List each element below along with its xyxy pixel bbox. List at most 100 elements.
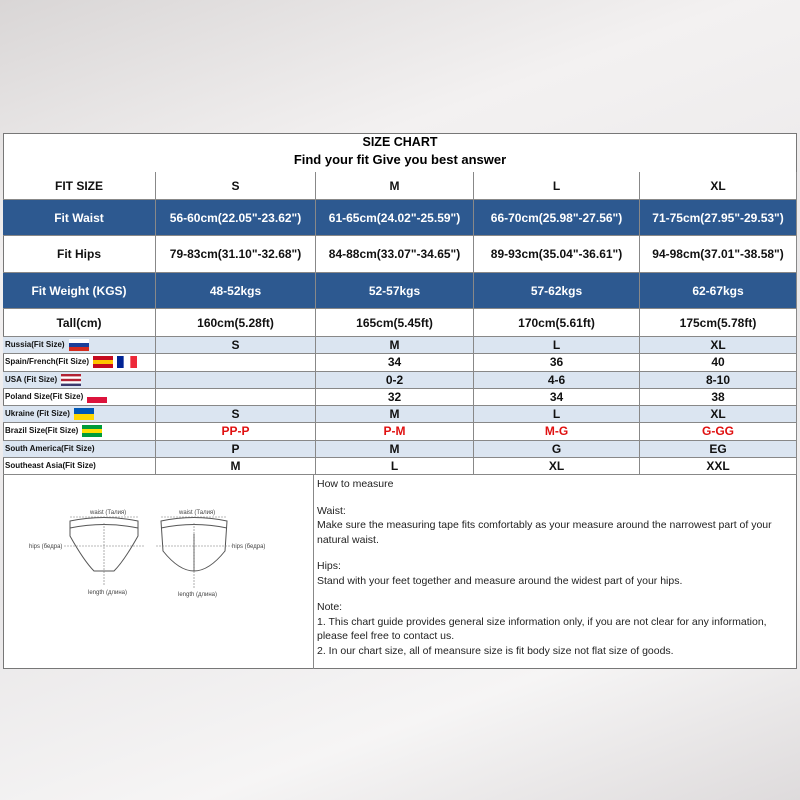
empty-cell — [156, 354, 316, 372]
country-size: M — [316, 337, 474, 355]
size-header: M — [316, 172, 474, 200]
country-label: South America(Fit Size) — [3, 440, 156, 458]
panty-front — [69, 517, 139, 572]
country-label: Ukraine (Fit Size) — [3, 406, 156, 424]
country-size: S — [156, 406, 316, 424]
country-size: S — [156, 337, 316, 355]
flag — [87, 390, 108, 403]
size-value: 160cm(5.28ft) — [156, 309, 316, 337]
country-size: 8-10 — [640, 371, 797, 389]
country-size: XXL — [640, 457, 797, 475]
size-value: 62-67kgs — [640, 273, 797, 309]
diagram-label: waist (Талия) — [89, 510, 126, 516]
flag-stripe — [61, 380, 82, 384]
notes-text: Stand with your feet together and measur… — [317, 574, 683, 587]
country-size: 0-2 — [316, 371, 474, 389]
flag-stripe — [82, 429, 103, 434]
flag-stripe — [68, 339, 89, 344]
country-label: Russia(Fit Size) — [3, 337, 156, 355]
flag-stripe — [93, 360, 114, 365]
size-header: XL — [640, 172, 797, 200]
flag-stripe — [123, 356, 131, 369]
country-size: XL — [474, 457, 640, 475]
country-size: M — [156, 457, 316, 475]
country-size: G — [474, 440, 640, 458]
row-label: Tall(cm) — [3, 309, 156, 337]
flag-stripe — [68, 343, 89, 348]
flag-stripe — [130, 356, 138, 369]
flag-stripe — [82, 433, 103, 438]
empty-cell — [156, 388, 316, 406]
country-size: PP-P — [156, 423, 316, 441]
country-size: P-M — [316, 423, 474, 441]
country-label: USA (Fit Size) — [3, 371, 156, 389]
diagram-label: length (длина) — [178, 592, 217, 598]
country-name: Russia(Fit Size) — [5, 340, 65, 350]
notes-text: Make sure the measuring tape fits comfor… — [317, 519, 772, 546]
country-name: Poland Size(Fit Size) — [5, 391, 84, 401]
subtitle: Find your fit Give you best answer — [293, 152, 507, 167]
diagram-label: waist (Талия) — [178, 510, 215, 516]
country-name: Ukraine (Fit Size) — [5, 409, 70, 419]
size-value: 175cm(5.78ft) — [640, 309, 797, 337]
flag-stripe — [61, 373, 82, 377]
flag-stripe — [61, 383, 82, 386]
flag — [93, 356, 114, 369]
country-label: Brazil Size(Fit Size) — [3, 423, 156, 441]
country-size: L — [474, 337, 640, 355]
size-value: 57-62kgs — [474, 273, 640, 309]
flag-stripe — [93, 364, 114, 369]
size-header: L — [474, 172, 640, 200]
country-size: L — [316, 457, 474, 475]
flag-stripe — [73, 408, 94, 415]
notes-text: 2. In our chart size, all of meansure si… — [317, 644, 674, 657]
country-size: XL — [640, 406, 797, 424]
measure-diagram: waist (Талия) hips (бедра) length (длина… — [29, 510, 265, 598]
flag — [73, 408, 94, 421]
size-header: S — [156, 172, 316, 200]
country-size: P — [156, 440, 316, 458]
country-name: USA (Fit Size) — [5, 374, 58, 384]
row-label: Fit Weight (KGS) — [3, 273, 156, 309]
flag-stripe — [87, 396, 108, 403]
country-name: Spain/French(Fit Size) — [5, 357, 90, 367]
flag-stripe — [82, 425, 103, 430]
notes-subtitle: Note: — [317, 601, 343, 613]
country-size: G-GG — [640, 423, 797, 441]
country-size: 32 — [316, 388, 474, 406]
country-size: XL — [640, 337, 797, 355]
country-size: 4-6 — [474, 371, 640, 389]
flag-stripe — [87, 390, 108, 398]
size-value: 84-88cm(33.07"-34.65") — [316, 236, 474, 273]
flag-stripe — [117, 356, 124, 369]
size-value: 61-65cm(24.02"-25.59") — [316, 200, 474, 236]
row-label: Fit Hips — [3, 236, 156, 273]
flag-stripe — [73, 414, 94, 421]
flag — [117, 356, 138, 369]
diagram-label: hips (бедра) — [29, 544, 62, 550]
size-value: 71-75cm(27.95"-29.53") — [640, 200, 797, 236]
notes-heading: How to measure — [317, 478, 394, 490]
flag — [68, 339, 89, 352]
size-value: 66-70cm(25.98"-27.56") — [474, 200, 640, 236]
panty-back — [160, 517, 228, 572]
notes-subtitle: Hips: — [317, 560, 341, 572]
country-size: 34 — [316, 354, 474, 372]
size-value: 48-52kgs — [156, 273, 316, 309]
country-label: Southeast Asia(Fit Size) — [3, 457, 156, 475]
fit-size-header: FIT SIZE — [3, 172, 156, 200]
size-value: 89-93cm(35.04"-36.61") — [474, 236, 640, 273]
notes-subtitle: Waist: — [317, 504, 346, 517]
country-size: M-G — [474, 423, 640, 441]
country-size: EG — [640, 440, 797, 458]
country-size: L — [474, 406, 640, 424]
empty-cell — [156, 371, 316, 389]
country-size: M — [316, 406, 474, 424]
notes-text: 1. This chart guide provides general siz… — [317, 615, 767, 643]
size-value: 79-83cm(31.10"-32.68") — [156, 236, 316, 273]
country-name: Southeast Asia(Fit Size) — [5, 460, 96, 470]
country-label: Poland Size(Fit Size) — [3, 388, 156, 406]
flag — [61, 373, 82, 386]
title: SIZE CHART — [362, 135, 438, 149]
